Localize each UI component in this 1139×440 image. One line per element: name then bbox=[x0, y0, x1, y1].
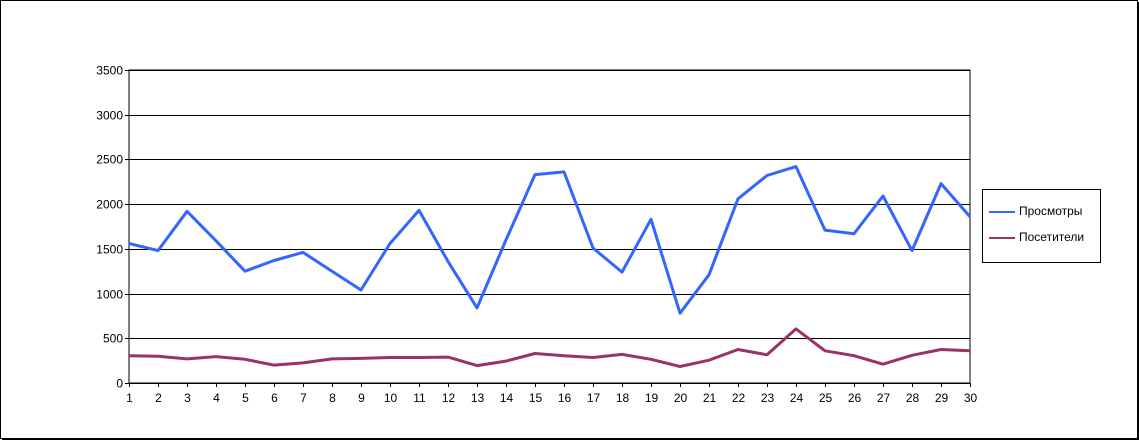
y-tick-label: 1000 bbox=[96, 288, 123, 302]
x-tick-label: 15 bbox=[529, 391, 543, 405]
x-tick-label: 26 bbox=[848, 391, 862, 405]
x-tick-label: 3 bbox=[184, 391, 191, 405]
x-tick-labels: 1 2 3 4 5 6 7 8 9 10 11 12 13 14 15 16 17 18 19 20 21 22 23 24 2… bbox=[126, 391, 977, 405]
legend-swatch-views bbox=[989, 211, 1015, 213]
x-tick-label: 7 bbox=[300, 391, 307, 405]
y-tick-label: 500 bbox=[103, 332, 123, 346]
plot-area-border bbox=[128, 69, 971, 384]
x-tick-label: 12 bbox=[442, 391, 456, 405]
x-tick-label: 29 bbox=[935, 391, 949, 405]
axes bbox=[125, 69, 971, 387]
legend-swatch-visitors bbox=[989, 237, 1015, 239]
series-line-visitors bbox=[128, 327, 971, 368]
legend-item-visitors: Посетители bbox=[983, 228, 1100, 248]
x-tick-label: 10 bbox=[384, 391, 398, 405]
x-tick-label: 16 bbox=[558, 391, 572, 405]
x-tick-label: 24 bbox=[790, 391, 804, 405]
x-tick-label: 9 bbox=[358, 391, 365, 405]
x-tick-label: 21 bbox=[703, 391, 717, 405]
x-tick-label: 17 bbox=[587, 391, 601, 405]
x-tick-label: 13 bbox=[471, 391, 485, 405]
y-tick-label: 0 bbox=[116, 377, 123, 391]
gridlines bbox=[129, 70, 970, 384]
x-tick-label: 23 bbox=[761, 391, 775, 405]
x-tick-label: 5 bbox=[242, 391, 249, 405]
x-tick-label: 18 bbox=[616, 391, 630, 405]
y-tick-label: 2000 bbox=[96, 198, 123, 212]
x-tick-label: 14 bbox=[500, 391, 514, 405]
legend-label-visitors: Посетители bbox=[1019, 230, 1085, 244]
y-tick-label: 2500 bbox=[96, 153, 123, 167]
x-tick-label: 2 bbox=[155, 391, 162, 405]
x-tick-label: 25 bbox=[819, 391, 833, 405]
x-tick-label: 11 bbox=[413, 391, 426, 405]
x-tick-label: 8 bbox=[329, 391, 336, 405]
y-tick-label: 3500 bbox=[96, 64, 123, 78]
y-tick-label: 3000 bbox=[96, 109, 123, 123]
x-tick-label: 6 bbox=[271, 391, 278, 405]
x-tick-label: 27 bbox=[877, 391, 891, 405]
x-tick-label: 20 bbox=[674, 391, 688, 405]
x-tick-label: 19 bbox=[645, 391, 659, 405]
x-tick-label: 28 bbox=[906, 391, 920, 405]
x-tick-label: 30 bbox=[964, 391, 978, 405]
x-tick-label: 1 bbox=[126, 391, 133, 405]
x-tick-label: 4 bbox=[213, 391, 220, 405]
series-line-views bbox=[128, 165, 972, 315]
legend: Просмотры Посетители bbox=[982, 189, 1101, 263]
legend-item-views: Просмотры bbox=[983, 202, 1100, 222]
y-tick-label: 1500 bbox=[96, 243, 123, 257]
x-tick-label: 22 bbox=[732, 391, 746, 405]
y-tick-labels: 0 500 1000 1500 2000 2500 3000 3500 bbox=[96, 64, 123, 391]
legend-label-views: Просмотры bbox=[1019, 204, 1083, 218]
series-lines bbox=[128, 165, 972, 368]
